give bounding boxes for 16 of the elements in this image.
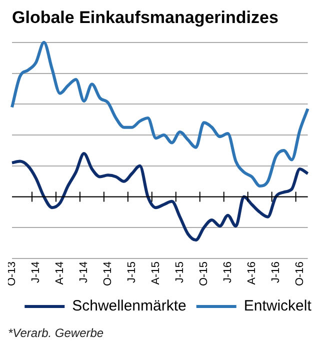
x-tick-label: J-15 — [126, 262, 138, 283]
x-tick-label: J-16 — [270, 262, 282, 283]
chart-title: Globale Einkaufsmanagerindizes — [12, 8, 278, 27]
legend-label: Schwellenmärkte — [72, 298, 186, 315]
x-tick-label: O-14 — [102, 262, 114, 286]
x-tick-label: J-15 — [174, 262, 186, 283]
x-tick-label: A-14 — [54, 262, 66, 285]
x-tick-label: O-16 — [294, 262, 306, 286]
text: *Verarb. Gewerbe — [8, 326, 105, 340]
x-tick-label: J-14 — [30, 262, 42, 283]
x-tick-label: J-14 — [78, 262, 90, 283]
x-tick-label: A-15 — [150, 262, 162, 285]
legend-label: Entwickelt — [244, 298, 312, 315]
x-tick-label: J-16 — [222, 262, 234, 283]
x-tick-label: O-15 — [198, 262, 210, 286]
x-tick-label: A-16 — [246, 262, 258, 285]
